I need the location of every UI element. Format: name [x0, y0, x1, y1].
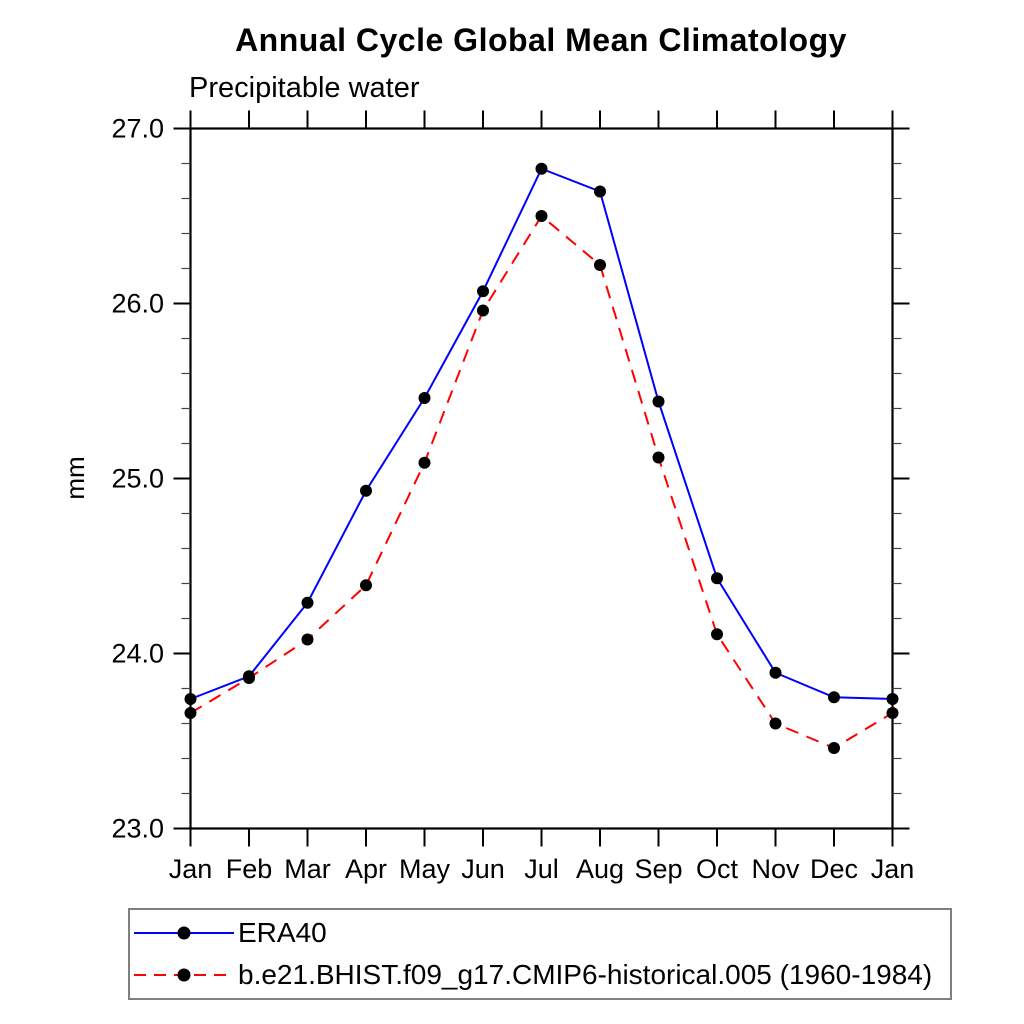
- data-point-marker: [477, 285, 489, 298]
- x-tick-label: Aug: [576, 854, 624, 884]
- x-tick-label: Apr: [345, 854, 387, 884]
- data-point-marker: [769, 666, 782, 679]
- x-tick-label: Jun: [461, 854, 505, 884]
- data-point-marker: [477, 304, 489, 317]
- x-axis-ticks: [189, 110, 894, 847]
- x-tick-label: Jul: [524, 854, 559, 884]
- legend-sample-marker: [177, 968, 191, 982]
- data-point-marker: [184, 693, 197, 705]
- data-point-marker: [535, 162, 548, 175]
- legend-label-model: b.e21.BHIST.f09_g17.CMIP6-historical.005…: [238, 959, 933, 991]
- legend-line-sample: [134, 968, 234, 982]
- legend-line-sample: [134, 926, 234, 940]
- x-tick-label: Jan: [871, 854, 915, 884]
- x-axis-tick-labels: Jan Feb Mar Apr May Jun Jul Aug Sep Oct Nov Dec Jan: [169, 854, 915, 884]
- legend-row-model: b.e21.BHIST.f09_g17.CMIP6-historical.005…: [130, 955, 950, 995]
- data-point-marker: [711, 572, 723, 585]
- chart-title: Annual Cycle Global Mean Climatology: [235, 22, 847, 58]
- legend-row-era40: ERA40: [130, 913, 950, 953]
- data-point-marker: [652, 451, 665, 464]
- data-point-marker: [301, 633, 314, 646]
- series-line: [190, 167, 893, 700]
- y-axis-ticks: [173, 127, 910, 830]
- y-tick-label: 25.0: [111, 464, 164, 494]
- data-point-marker: [886, 707, 899, 719]
- series-line: [189, 214, 894, 750]
- legend-sample-marker: [177, 926, 191, 940]
- data-point-marker: [535, 210, 548, 222]
- data-series: [184, 162, 899, 754]
- y-axis-tick-labels: 23.0 24.0 25.0 26.0 27.0: [111, 114, 164, 844]
- x-tick-label: Oct: [696, 854, 739, 884]
- legend-label-era40: ERA40: [238, 916, 327, 948]
- data-point-marker: [594, 259, 606, 271]
- data-point-marker: [594, 185, 606, 198]
- x-tick-label: Sep: [634, 854, 682, 884]
- data-point-marker: [828, 742, 840, 754]
- x-tick-label: Feb: [226, 854, 273, 884]
- data-point-marker: [243, 672, 255, 684]
- data-point-marker: [886, 693, 899, 705]
- legend: ERA40 b.e21.BHIST.f09_g17.CMIP6-historic…: [128, 908, 952, 1000]
- data-point-marker: [828, 691, 840, 704]
- y-tick-label: 26.0: [111, 289, 164, 319]
- data-point-marker: [652, 395, 665, 408]
- data-point-marker: [360, 579, 372, 592]
- plot-frame: [189, 127, 894, 830]
- data-point-marker: [184, 707, 197, 719]
- x-tick-label: May: [399, 854, 451, 884]
- x-tick-label: Dec: [810, 854, 858, 884]
- y-tick-label: 23.0: [111, 814, 164, 844]
- x-tick-label: Nov: [751, 854, 800, 884]
- y-tick-label: 24.0: [111, 639, 164, 669]
- data-point-marker: [418, 392, 431, 404]
- x-tick-label: Jan: [169, 854, 213, 884]
- data-point-marker: [418, 456, 431, 469]
- x-tick-label: Mar: [284, 854, 331, 884]
- data-point-marker: [769, 717, 782, 730]
- data-point-marker: [301, 596, 314, 609]
- chart-subtitle: Precipitable water: [189, 72, 420, 104]
- y-tick-label: 27.0: [111, 114, 164, 144]
- axes-frame: [189, 127, 894, 830]
- data-point-marker: [711, 628, 723, 641]
- data-point-marker: [360, 484, 372, 497]
